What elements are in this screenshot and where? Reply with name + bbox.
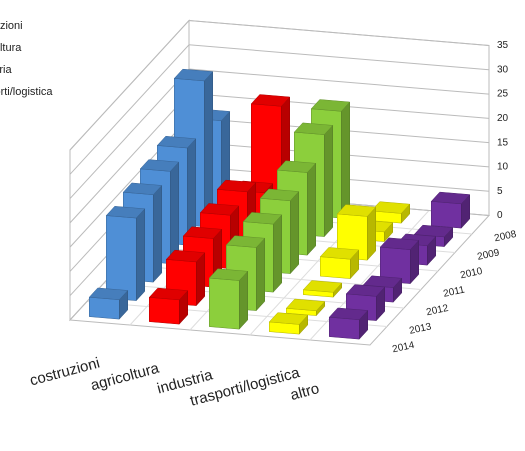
y-tick-label: 0 xyxy=(497,210,503,221)
bar-top xyxy=(370,201,411,214)
bar-top xyxy=(139,159,180,172)
grid-line xyxy=(69,19,490,151)
depth-label: 2013 xyxy=(408,321,432,336)
bar-top xyxy=(208,268,249,281)
y-tick-label: 25 xyxy=(497,89,509,100)
bar-side xyxy=(170,161,179,265)
bar xyxy=(208,268,249,330)
bar-side xyxy=(239,270,248,330)
bar-top xyxy=(156,135,197,149)
bar-side xyxy=(307,162,316,256)
series-label: altro xyxy=(289,380,322,404)
bar-top xyxy=(302,280,343,293)
bar xyxy=(430,191,471,229)
y-tick-label: 5 xyxy=(497,186,503,197)
bar xyxy=(302,280,343,298)
bar-front xyxy=(149,297,180,325)
bar-side xyxy=(290,190,299,275)
bar-front xyxy=(320,256,351,279)
grid-line xyxy=(69,44,490,175)
bar-side xyxy=(136,208,145,302)
bar-top xyxy=(216,179,257,193)
bar-top xyxy=(319,247,360,260)
bar-top xyxy=(105,206,146,219)
bar xyxy=(319,247,360,280)
depth-label: 2012 xyxy=(425,303,449,318)
bar-top xyxy=(173,68,214,82)
y-tick-label: 10 xyxy=(497,162,509,173)
bar xyxy=(268,312,309,335)
legend-label: trasporti/logistica xyxy=(0,86,53,98)
bar-top xyxy=(182,226,223,239)
bar-front xyxy=(106,215,137,301)
bar-side xyxy=(273,214,282,293)
y-tick-label: 15 xyxy=(497,137,509,148)
bar-top xyxy=(268,312,309,325)
bar-top xyxy=(379,237,420,250)
bar-top xyxy=(336,204,377,217)
bar xyxy=(285,298,326,317)
bar-top xyxy=(276,160,317,173)
bar-side xyxy=(341,101,350,219)
y-tick-label: 30 xyxy=(497,64,509,75)
legend-label: costruzioni xyxy=(0,20,23,32)
bar-top xyxy=(430,191,471,205)
depth-label: 2014 xyxy=(391,340,415,355)
bar-top xyxy=(122,182,163,195)
y-tick-label: 35 xyxy=(497,40,509,51)
bar-top xyxy=(328,307,369,320)
legend-label: agricoltura xyxy=(0,42,22,54)
bar-front xyxy=(209,277,240,330)
bar-top xyxy=(345,284,386,297)
depth-label: 2008 xyxy=(493,229,517,244)
bar-top xyxy=(285,298,326,312)
bar xyxy=(88,287,129,320)
bar xyxy=(105,206,146,302)
grid-line xyxy=(69,68,490,199)
depth-label: 2010 xyxy=(459,266,483,281)
bar-side xyxy=(153,184,162,283)
bar-top xyxy=(88,287,129,300)
bar-front xyxy=(89,296,120,320)
bar-front xyxy=(329,316,360,340)
depth-label: 2011 xyxy=(442,284,466,299)
bar-side xyxy=(256,237,265,312)
bar xyxy=(148,287,189,325)
bar-top xyxy=(165,249,206,263)
bar-top xyxy=(293,122,334,135)
bar-top xyxy=(148,287,189,301)
bar-top xyxy=(199,203,240,216)
bar xyxy=(328,307,369,340)
bar-top xyxy=(259,188,300,202)
y-tick-label: 20 xyxy=(497,113,509,124)
bar-top xyxy=(250,94,291,107)
legend-label: industria xyxy=(0,64,12,76)
bar-side xyxy=(324,124,333,238)
bar-top xyxy=(225,235,266,248)
bar-top xyxy=(242,212,283,225)
bar-front xyxy=(431,201,462,229)
depth-label: 2009 xyxy=(476,247,500,262)
bar xyxy=(370,201,411,224)
bar-top xyxy=(310,99,351,112)
bar xyxy=(379,237,420,285)
